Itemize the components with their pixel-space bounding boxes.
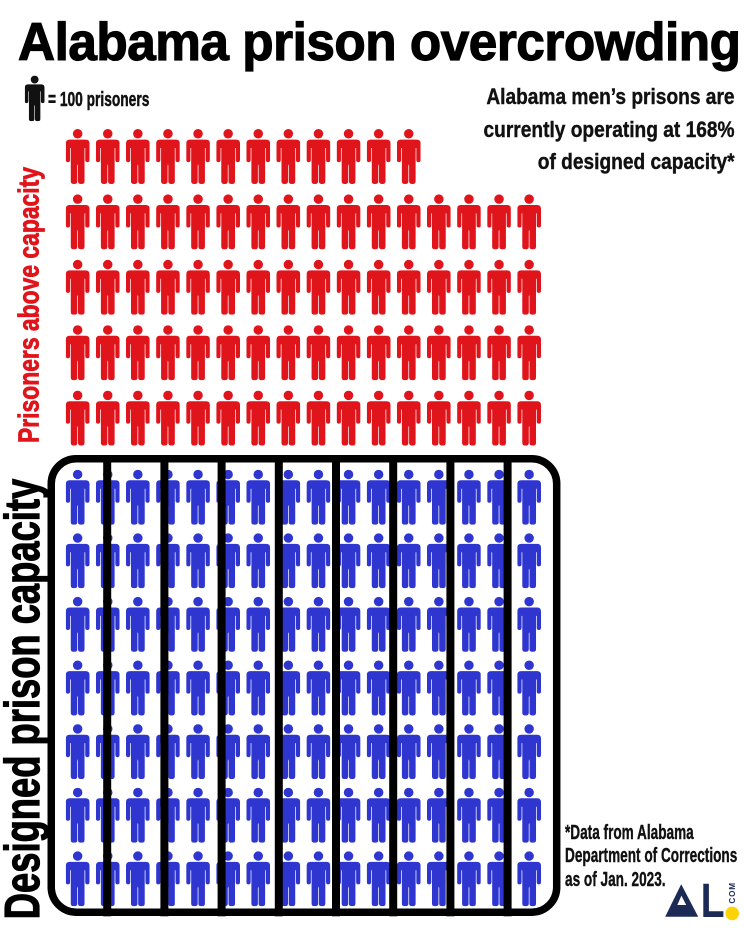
svg-text:COM: COM [728,882,737,904]
